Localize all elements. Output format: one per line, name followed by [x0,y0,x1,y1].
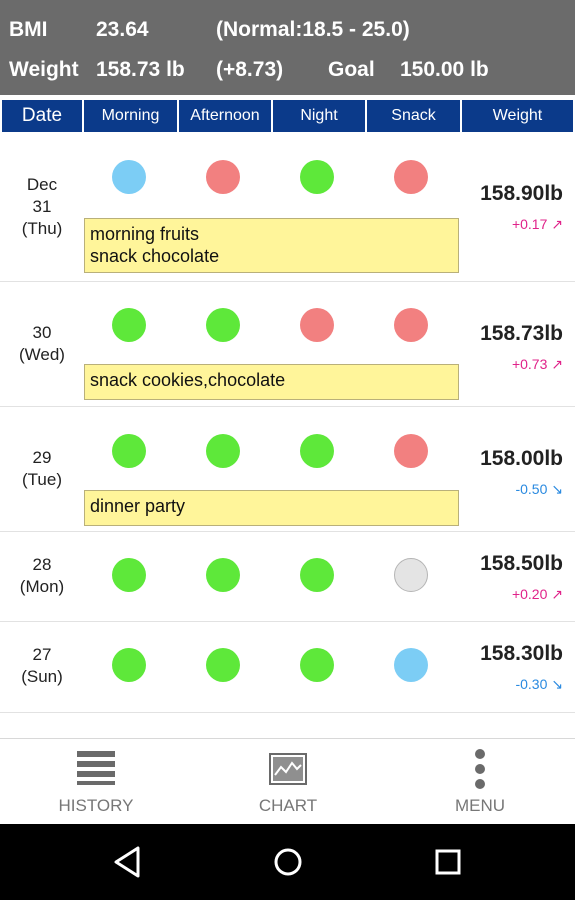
afternoon-dot[interactable] [206,648,240,682]
row-date: 27 (Sun) [21,645,63,686]
night-dot[interactable] [300,308,334,342]
afternoon-dot[interactable] [206,160,240,194]
snack-dot[interactable] [394,558,428,592]
afternoon-dot[interactable] [206,558,240,592]
morning-dot[interactable] [112,434,146,468]
row-weight: 158.90lb [480,182,563,205]
list-item[interactable]: 29 (Tue) dinner party 158.00lb -0.50 ↘ [0,407,575,532]
list-item[interactable]: 27 (Sun) 158.30lb -0.30 ↘ [0,622,575,713]
bottom-nav: HISTORY CHART MENU [0,738,575,824]
nav-menu-label: MENU [454,796,506,815]
morning-dot[interactable] [112,558,146,592]
chart-icon [269,753,307,785]
goal-value: 150.00 lb [400,58,489,81]
morning-dot[interactable] [112,308,146,342]
row-delta: +0.17 ↗ [511,216,563,232]
weight-value: 158.73 lb [96,58,185,81]
row-weight: 158.30lb [480,642,563,665]
column-snack: Snack [367,100,460,132]
nav-chart-label: CHART [258,796,318,815]
row-weight: 158.50lb [480,552,563,575]
recents-icon[interactable] [428,842,468,882]
weight-label: Weight [9,58,79,81]
row-note[interactable]: snack cookies,chocolate [84,364,459,400]
nav-history-label: HISTORY [58,796,134,815]
column-afternoon: Afternoon [179,100,271,132]
row-note[interactable]: dinner party [84,490,459,526]
row-delta: +0.73 ↗ [511,356,563,372]
night-dot[interactable] [300,160,334,194]
row-delta: +0.20 ↗ [511,586,563,602]
afternoon-dot[interactable] [206,434,240,468]
back-icon[interactable] [108,842,148,882]
home-icon[interactable] [268,842,308,882]
column-header: Date Morning Afternoon Night Snack Weigh… [0,98,575,134]
more-vertical-icon [473,749,487,789]
row-date: 29 (Tue) [22,448,62,489]
nav-menu[interactable]: MENU [384,739,575,825]
row-note[interactable]: morning fruits snack chocolate [84,218,459,273]
row-date: 28 (Mon) [19,555,65,596]
list-icon [77,751,115,785]
nav-history[interactable]: HISTORY [0,739,192,825]
row-date: 30 (Wed) [19,323,65,364]
summary-panel: BMI 23.64 (Normal:18.5 - 25.0) Weight 15… [0,0,575,95]
row-weight: 158.73lb [480,322,563,345]
list-item[interactable]: Dec 31 (Thu) morning fruits snack chocol… [0,136,575,282]
row-delta: -0.50 ↘ [515,481,563,497]
bmi-range: (Normal:18.5 - 25.0) [216,18,410,41]
snack-dot[interactable] [394,434,428,468]
row-delta: -0.30 ↘ [515,676,563,692]
column-night: Night [273,100,365,132]
nav-chart[interactable]: CHART [192,739,384,825]
goal-label: Goal [328,58,375,81]
column-morning: Morning [84,100,177,132]
snack-dot[interactable] [394,308,428,342]
list-item[interactable]: 28 (Mon) 158.50lb +0.20 ↗ [0,532,575,622]
snack-dot[interactable] [394,160,428,194]
morning-dot[interactable] [112,160,146,194]
row-weight: 158.00lb [480,447,563,470]
list-item[interactable]: 30 (Wed) snack cookies,chocolate 158.73l… [0,282,575,407]
night-dot[interactable] [300,558,334,592]
column-weight: Weight [462,100,573,132]
history-list[interactable]: Dec 31 (Thu) morning fruits snack chocol… [0,136,575,738]
column-date: Date [2,100,82,132]
night-dot[interactable] [300,648,334,682]
weight-change: (+8.73) [216,58,284,81]
morning-dot[interactable] [112,648,146,682]
snack-dot[interactable] [394,648,428,682]
row-date: Dec 31 (Thu) [21,175,63,238]
night-dot[interactable] [300,434,334,468]
bmi-label: BMI [9,18,48,41]
system-nav-bar [0,824,575,900]
bmi-value: 23.64 [96,18,149,41]
afternoon-dot[interactable] [206,308,240,342]
